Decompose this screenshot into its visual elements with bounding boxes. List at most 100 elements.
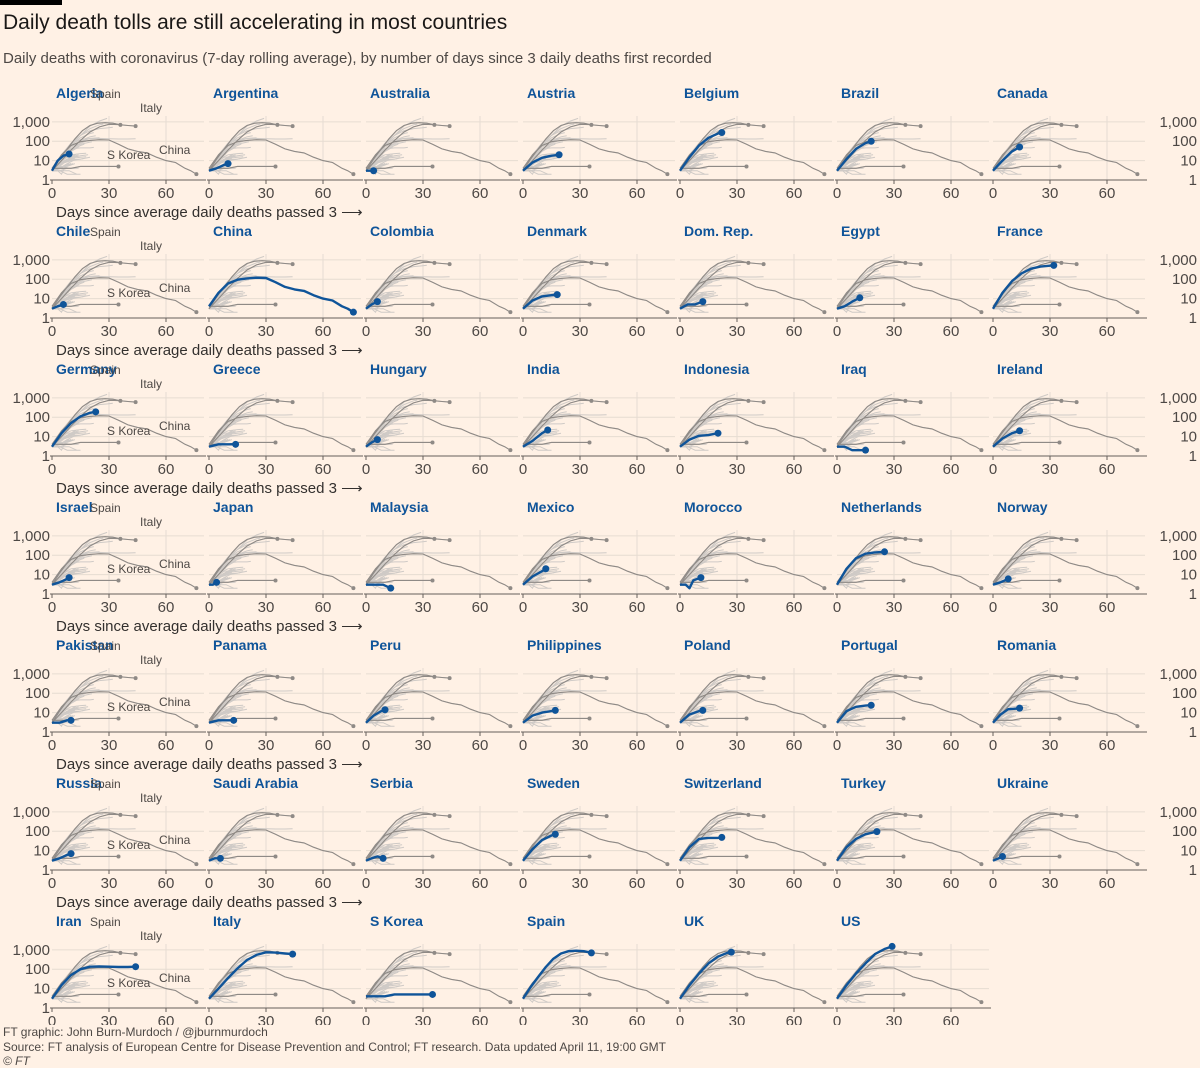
y-tick-label: 1 [42, 724, 50, 741]
panel-title: Ukraine [997, 775, 1049, 791]
reference-line [679, 260, 749, 310]
panel-title: Austria [527, 85, 575, 101]
x-tick-label: 30 [101, 737, 118, 754]
reference-end-dot [901, 302, 906, 307]
background-line [836, 709, 870, 724]
highlight-line [208, 276, 355, 314]
panel-australia: 0 30 60 Australia [362, 85, 520, 202]
reference-end-dot [761, 400, 766, 405]
panel-italy: 0 30 60 Italy [205, 913, 363, 1025]
reference-line [51, 553, 197, 589]
reference-label-china: China [159, 557, 191, 571]
reference-line [837, 993, 904, 997]
panel-title: Poland [684, 637, 731, 653]
reference-line [51, 261, 136, 310]
panel-title: Mexico [527, 499, 574, 515]
reference-line [837, 717, 904, 721]
background-line [992, 295, 1016, 310]
reference-line [365, 675, 450, 724]
reference-line [837, 303, 904, 307]
panel-malaysia: 0 30 60 Malaysia [362, 499, 520, 616]
reference-line [836, 829, 982, 865]
reference-line [208, 553, 354, 589]
panel-title: Dom. Rep. [684, 223, 753, 239]
y-tick-label: 100 [25, 271, 50, 288]
x-tick-label: 0 [205, 461, 213, 478]
reference-end-dot [665, 862, 670, 867]
reference-line [52, 717, 119, 721]
y-tick-label: 10 [33, 843, 50, 860]
reference-end-dot [822, 862, 827, 867]
reference-end-dot [116, 578, 121, 583]
reference-end-dot [447, 814, 452, 819]
background-line [51, 827, 136, 861]
reference-end-dot [508, 862, 513, 867]
reference-line [836, 674, 906, 724]
highlight-end-dot [92, 408, 100, 416]
panel-title: Philippines [527, 637, 602, 653]
reference-line [522, 553, 668, 589]
reference-line [522, 123, 607, 172]
reference-end-dot [744, 578, 749, 583]
y-tick-label-right: 10 [1180, 567, 1197, 584]
background-line [992, 157, 1026, 172]
y-tick-label: 1,000 [12, 666, 50, 683]
reference-line [836, 398, 906, 448]
background-line [522, 551, 607, 585]
y-tick-label: 1 [42, 172, 50, 189]
x-tick-label: 0 [676, 323, 684, 340]
panel-title: Greece [213, 361, 261, 377]
highlight-line [522, 153, 560, 172]
background-line [51, 571, 85, 586]
reference-line [365, 829, 511, 865]
reference-line [680, 165, 747, 169]
reference-line [522, 399, 607, 448]
reference-end-dot [447, 952, 452, 957]
highlight-end-dot [1016, 427, 1024, 435]
reference-line [992, 122, 1062, 172]
x-tick-label: 30 [258, 737, 275, 754]
reference-line [51, 537, 136, 586]
reference-line [208, 813, 293, 862]
footer-copyright: © FT [3, 1054, 30, 1068]
reference-line [365, 537, 450, 586]
x-tick-label: 60 [943, 737, 960, 754]
reference-label-italy: Italy [140, 239, 162, 253]
reference-line [679, 674, 749, 724]
highlight-end-dot [59, 300, 67, 308]
background-line [208, 709, 232, 724]
reference-line [680, 993, 747, 997]
background-line [522, 985, 556, 1000]
x-axis-label: Days since average daily deaths passed 3… [56, 894, 363, 911]
reference-label-s-korea: S Korea [107, 286, 151, 300]
reference-line [680, 303, 747, 307]
reference-end-dot [918, 952, 923, 957]
panel-russia: 0 30 60 Russia 1 10 100 1,000 Spain Italy S Korea C… [12, 775, 206, 892]
x-tick-label: 30 [572, 599, 589, 616]
reference-line [365, 813, 450, 862]
reference-end-dot [116, 164, 121, 169]
background-line [522, 689, 607, 723]
y-tick-label-right: 1 [1189, 862, 1197, 879]
reference-line [992, 829, 1138, 865]
background-line [51, 571, 75, 586]
panel-peru: 0 30 60 Peru [362, 637, 520, 754]
background-line [208, 413, 293, 447]
reference-line [992, 536, 1062, 586]
reference-line [208, 122, 278, 172]
highlight-end-dot [1016, 704, 1024, 712]
panel-canada: 0 30 60 Canada 1 10 100 1,000 [989, 85, 1197, 202]
highlight-end-dot [856, 294, 864, 302]
y-tick-label-right: 1 [1189, 310, 1197, 327]
chart-title: Daily death tolls are still accelerating… [3, 11, 508, 34]
x-tick-label: 0 [989, 323, 997, 340]
x-tick-label: 0 [519, 737, 527, 754]
reference-line [208, 536, 278, 586]
panel-iran: 0 30 60 Iran 1 10 100 1,000 Spain Italy S Korea Chi… [12, 913, 206, 1025]
reference-line [365, 399, 450, 448]
highlight-end-dot [216, 854, 224, 862]
reference-line [365, 691, 511, 727]
reference-end-dot [744, 992, 749, 997]
reference-line [366, 165, 433, 169]
